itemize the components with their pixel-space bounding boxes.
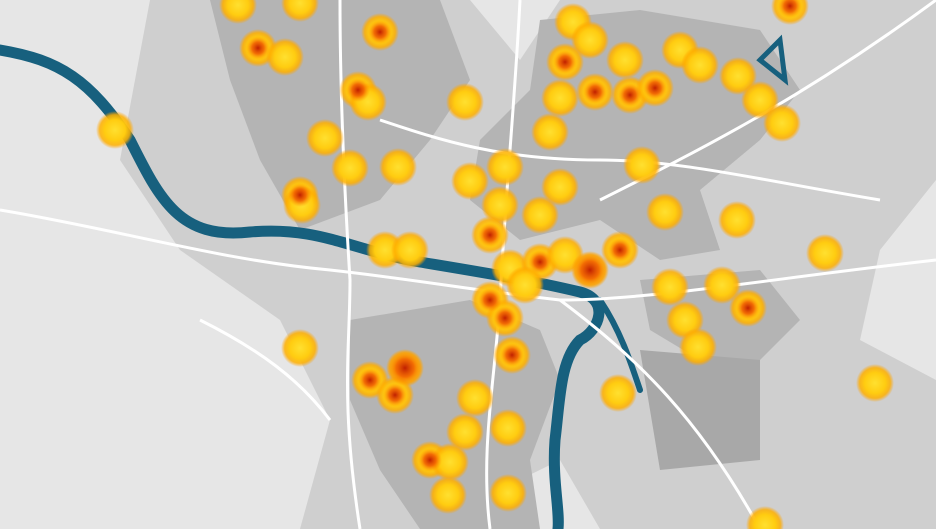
heat-hotspot [478,288,502,312]
heat-point [456,379,494,417]
heat-hotspot [618,83,642,107]
heat-hotspot [583,80,607,104]
heat-point [646,193,684,231]
heat-hotspot [358,368,382,392]
heat-hotspot [418,448,442,472]
heat-point [481,186,519,224]
heat-point [679,328,717,366]
heat-point [571,21,609,59]
heat-point [541,168,579,206]
heat-point [266,38,304,76]
heat-point [391,231,429,269]
heat-hotspot [478,223,502,247]
heat-point [681,46,719,84]
heat-point [806,234,844,272]
heat-point [306,119,344,157]
heat-hotspot [736,296,760,320]
heat-point [281,0,319,22]
heat-point [429,476,467,514]
heat-hotspot [528,250,552,274]
heat-point [541,79,579,117]
heat-hotspot [288,183,312,207]
heat-layer [96,0,894,529]
heat-point [379,148,417,186]
heat-hotspot [493,306,517,330]
heat-point [606,41,644,79]
heat-hotspot [246,36,270,60]
heat-point [719,57,757,95]
heat-point [489,474,527,512]
heat-point [623,146,661,184]
heat-point [506,266,544,304]
heat-hotspot [346,78,370,102]
heat-point [856,364,894,402]
heat-point [446,83,484,121]
river [0,34,789,529]
heat-hotspot [368,20,392,44]
heat-hotspot [553,50,577,74]
heat-point [486,148,524,186]
heat-point [489,409,527,447]
heat-point [431,443,469,481]
heat-hotspot [500,343,524,367]
heat-point [446,413,484,451]
heat-hotspot [643,76,667,100]
heat-point [281,329,319,367]
heat-point [763,104,801,142]
heat-point [219,0,257,24]
heat-point [451,162,489,200]
heat-hotspot [383,383,407,407]
heat-point [331,149,369,187]
heat-hotspot [387,350,423,386]
heat-hotspot [608,238,632,262]
heat-point [651,268,689,306]
heat-point [96,111,134,149]
heat-point [599,374,637,412]
heat-hotspot [778,0,802,18]
heat-point [531,113,569,151]
heat-point [521,196,559,234]
heat-hotspot [572,252,608,288]
heat-point [746,506,784,529]
heat-point [703,266,741,304]
heat-point [718,201,756,239]
